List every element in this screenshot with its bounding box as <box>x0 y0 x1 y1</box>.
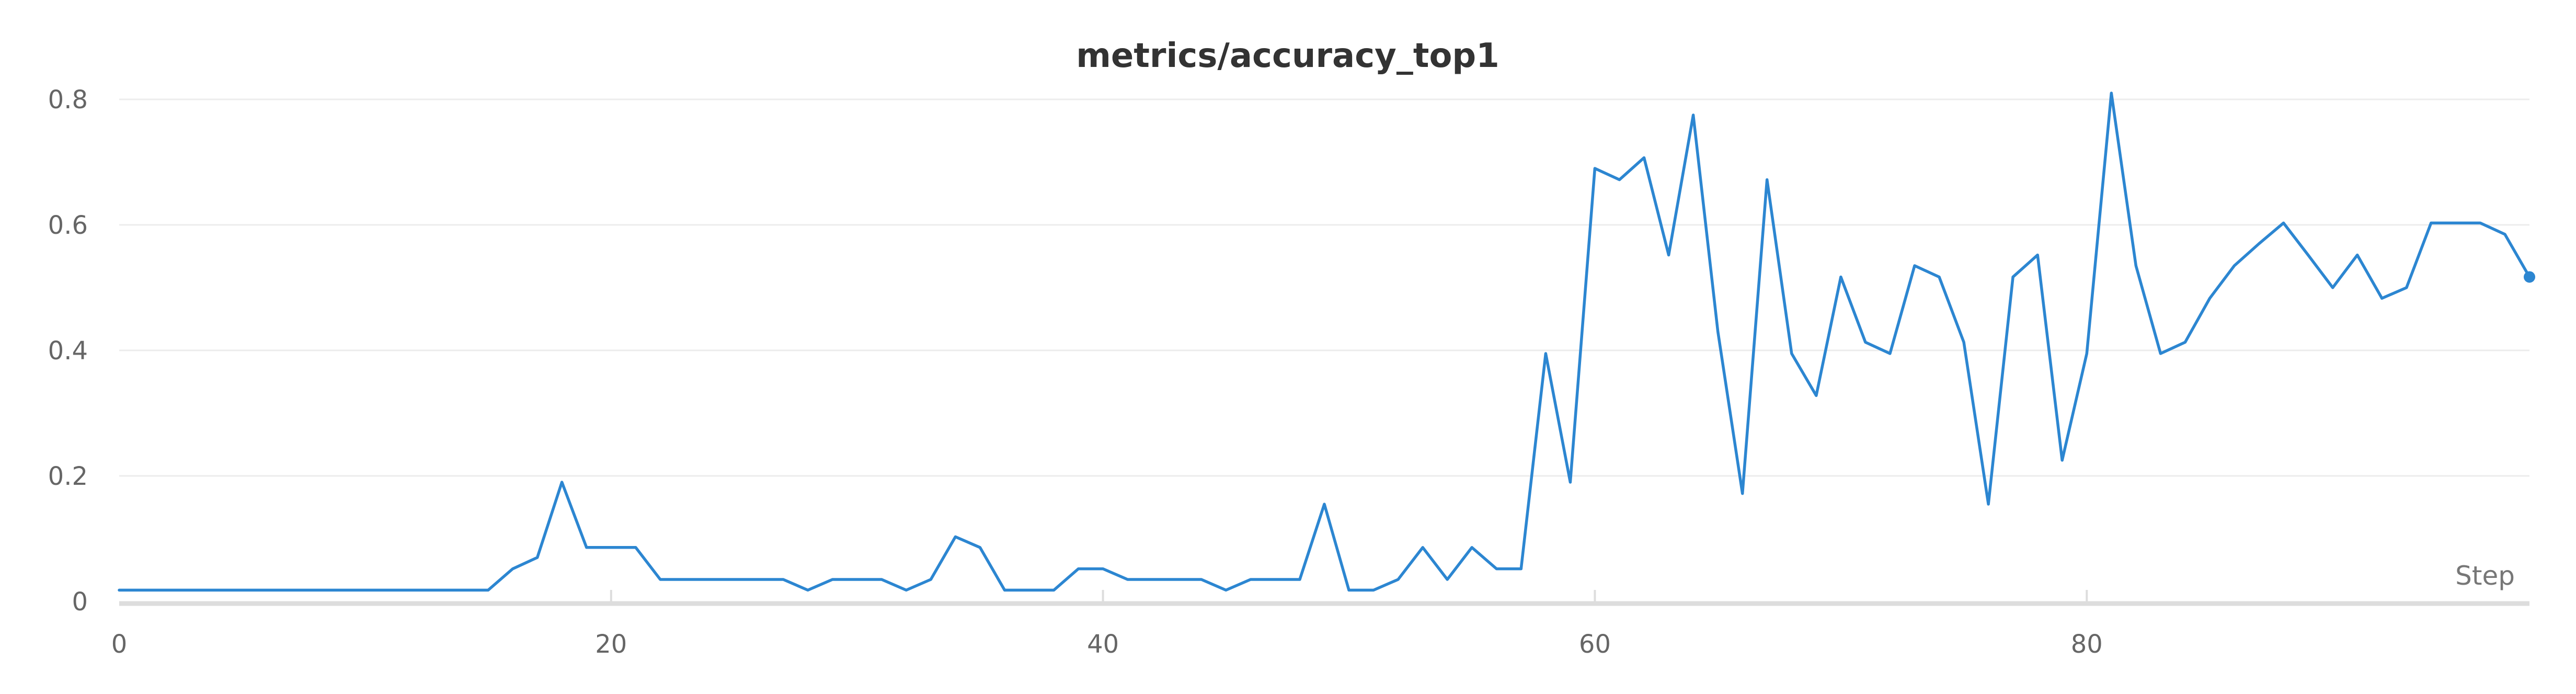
x-tick-label: 20 <box>595 630 627 659</box>
x-axis <box>119 590 2529 606</box>
x-tick-label: 60 <box>1579 630 1611 659</box>
y-tick-label: 0 <box>72 587 88 617</box>
x-tick-label: 80 <box>2071 630 2103 659</box>
x-axis-label: Step <box>2455 561 2515 591</box>
y-tick-label: 0.6 <box>48 211 88 240</box>
x-tick-label: 40 <box>1087 630 1119 659</box>
tick-labels: 0 0.2 0.4 0.6 0.8 0 20 40 60 80 <box>48 85 2103 659</box>
series-end-point <box>2524 271 2535 283</box>
series-line <box>118 92 2531 592</box>
y-tick-label: 0.8 <box>48 85 88 115</box>
grid-layer <box>119 98 2529 477</box>
series-layer <box>118 92 2535 592</box>
y-tick-label: 0.4 <box>48 336 88 366</box>
y-tick-label: 0.2 <box>48 462 88 491</box>
chart-title: metrics/accuracy_top1 <box>1076 37 1499 75</box>
x-tick-label: 0 <box>111 630 128 659</box>
